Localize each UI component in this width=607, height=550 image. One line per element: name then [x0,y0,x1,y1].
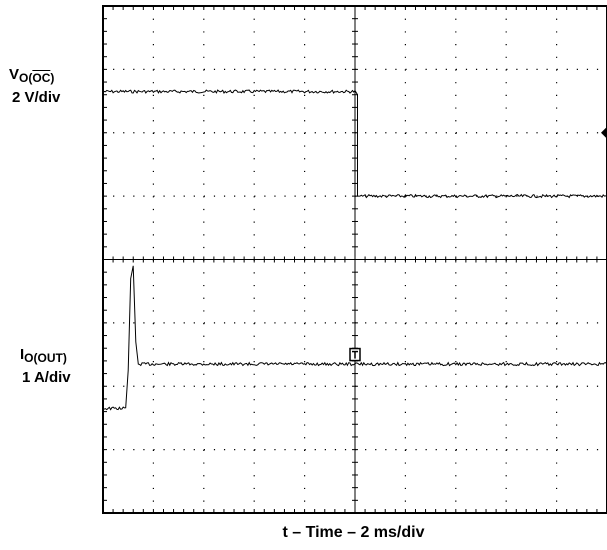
current-scale-label: 1 A/div [22,369,71,386]
reference-level-marker [601,126,607,139]
current-trace [102,265,607,411]
voltage-channel-label: VO(OC) [9,66,55,85]
voltage-trace [102,89,607,199]
voltage-scale-label: 2 V/div [12,89,61,106]
x-axis-label: t – Time – 2 ms/div [282,524,425,541]
current-channel-label: IO(OUT) [20,346,67,365]
